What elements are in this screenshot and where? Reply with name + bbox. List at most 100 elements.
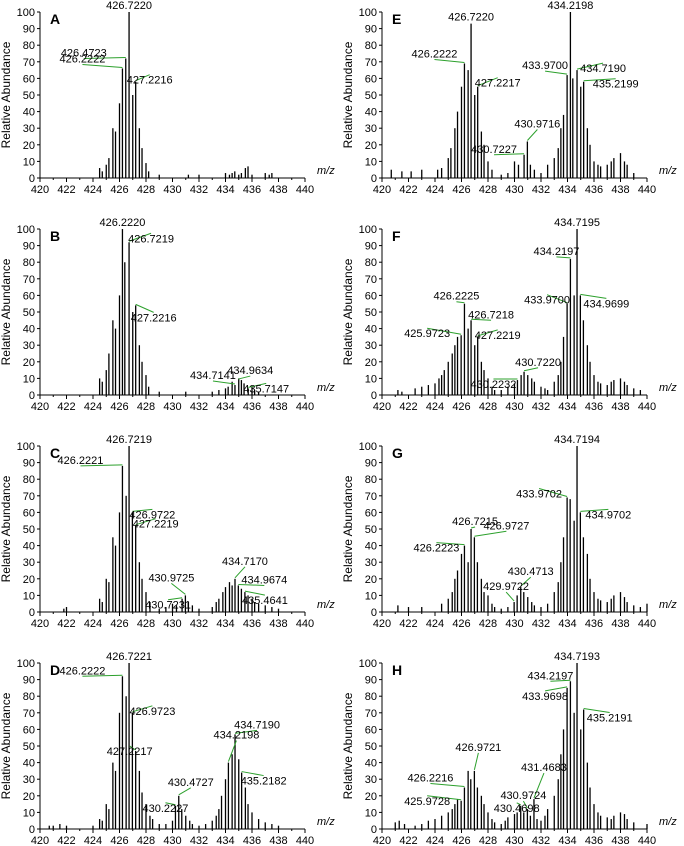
- x-tick-label: 430: [163, 618, 181, 630]
- y-tick-label: 90: [365, 24, 377, 36]
- peak-leader-line: [546, 294, 568, 304]
- peak-label: 426.9722: [129, 509, 175, 521]
- peak-leader-line: [436, 542, 465, 546]
- panel-letter: A: [50, 11, 60, 27]
- x-tick-label: 422: [399, 835, 417, 846]
- y-tick-label: 70: [23, 708, 35, 720]
- y-tick-label: 90: [23, 675, 35, 687]
- peak-leader-line: [516, 802, 521, 806]
- y-tick-label: 80: [23, 691, 35, 703]
- peak-leader-line: [171, 583, 186, 595]
- y-tick-label: 70: [365, 274, 377, 286]
- y-tick-label: 50: [23, 524, 35, 536]
- peak-leader-line: [550, 679, 571, 682]
- peak-label: 430.9724: [500, 790, 546, 802]
- x-tick-label: 424: [426, 401, 444, 413]
- peak-label: 433.9700: [522, 60, 568, 72]
- x-tick-label: 432: [190, 184, 208, 196]
- x-tick-label: 422: [399, 184, 417, 196]
- y-tick-label: 90: [365, 675, 377, 687]
- peak-label: 434.9702: [585, 509, 631, 521]
- x-tick-label: 432: [190, 401, 208, 413]
- peak-label: 425.9723: [404, 328, 450, 340]
- x-tick-label: 438: [269, 618, 287, 630]
- y-tick-label: 20: [365, 357, 377, 369]
- y-tick-label: 30: [23, 123, 35, 135]
- x-tick-label: 440: [296, 835, 314, 846]
- y-tick-label: 50: [365, 741, 377, 753]
- peak-label: 430.4698: [494, 803, 540, 815]
- panel-h: 0 10 20 30 40 50 60 70 80 90 100 420 422 424 426 428 430…: [341, 651, 677, 846]
- x-tick-label: 422: [57, 835, 75, 846]
- peak-label: 426.7221: [106, 651, 152, 663]
- x-tick-label: 436: [243, 401, 261, 413]
- peak-label: 435.2182: [241, 776, 287, 788]
- y-tick-label: 50: [365, 524, 377, 536]
- peak-label: 433.9700: [524, 295, 570, 307]
- peak-label: 435.2199: [593, 79, 639, 91]
- x-tick-label: 428: [137, 618, 155, 630]
- y-tick-label: 20: [365, 140, 377, 152]
- peak-label: 434.2197: [533, 246, 579, 258]
- x-tick-label: 420: [31, 184, 49, 196]
- peak-label: 425.9728: [404, 796, 450, 808]
- peak-leader-line: [505, 591, 515, 602]
- y-tick-label: 40: [365, 758, 377, 770]
- y-tick-label: 40: [365, 107, 377, 119]
- x-unit-label: m/z: [317, 599, 335, 611]
- peak-label: 427.2219: [133, 519, 179, 531]
- peak-leader-line: [241, 771, 264, 777]
- peak-label: 434.7170: [222, 556, 268, 568]
- peak-label: 434.7193: [554, 651, 600, 663]
- panel-letter: H: [392, 662, 402, 678]
- x-tick-label: 436: [243, 835, 261, 846]
- x-tick-label: 424: [426, 835, 444, 846]
- peak-leader-line: [456, 301, 465, 304]
- peak-leader-line: [135, 74, 150, 82]
- y-tick-label: 30: [365, 774, 377, 786]
- y-tick-label: 30: [365, 340, 377, 352]
- x-tick-label: 440: [638, 184, 656, 196]
- x-tick-label: 438: [611, 618, 629, 630]
- peak-label: 435.7147: [243, 383, 289, 395]
- x-tick-label: 438: [269, 401, 287, 413]
- peak-label: 435.2191: [587, 712, 633, 724]
- x-tick-label: 426: [452, 401, 470, 413]
- x-tick-label: 426: [110, 835, 128, 846]
- x-tick-label: 436: [585, 835, 603, 846]
- y-tick-label: 60: [365, 73, 377, 85]
- x-tick-label: 438: [269, 835, 287, 846]
- x-tick-label: 420: [31, 835, 49, 846]
- peak-leader-line: [227, 740, 237, 762]
- peak-label: 431.4683: [521, 762, 567, 774]
- peak-label: 433.9702: [516, 488, 562, 500]
- peak-leader-line: [234, 566, 246, 579]
- y-tick-label: 100: [17, 7, 35, 19]
- y-tick-label: 40: [23, 107, 35, 119]
- x-tick-label: 426: [110, 184, 128, 196]
- x-tick-label: 438: [611, 401, 629, 413]
- y-tick-label: 50: [23, 90, 35, 102]
- y-axis-title: Relative Abundance: [341, 475, 355, 582]
- x-tick-label: 430: [505, 401, 523, 413]
- y-tick-label: 0: [371, 824, 377, 836]
- x-tick-label: 426: [110, 618, 128, 630]
- x-unit-label: m/z: [317, 165, 335, 177]
- y-tick-label: 70: [23, 491, 35, 503]
- x-tick-label: 426: [452, 618, 470, 630]
- y-tick-label: 10: [365, 156, 377, 168]
- y-axis-title: Relative Abundance: [341, 41, 355, 148]
- peak-label: 426.9721: [455, 742, 501, 754]
- peak-label: 426.9723: [129, 706, 175, 718]
- peak-label: 430.7227: [471, 144, 517, 156]
- y-tick-label: 20: [23, 574, 35, 586]
- y-tick-label: 0: [371, 390, 377, 402]
- x-tick-label: 434: [216, 184, 234, 196]
- y-tick-label: 30: [23, 557, 35, 569]
- x-tick-label: 434: [558, 184, 576, 196]
- peak-label: 426.7215: [452, 516, 498, 528]
- y-tick-label: 80: [365, 40, 377, 52]
- peak-label: 426.4723: [61, 47, 107, 59]
- y-tick-label: 40: [365, 541, 377, 553]
- y-tick-label: 10: [365, 373, 377, 385]
